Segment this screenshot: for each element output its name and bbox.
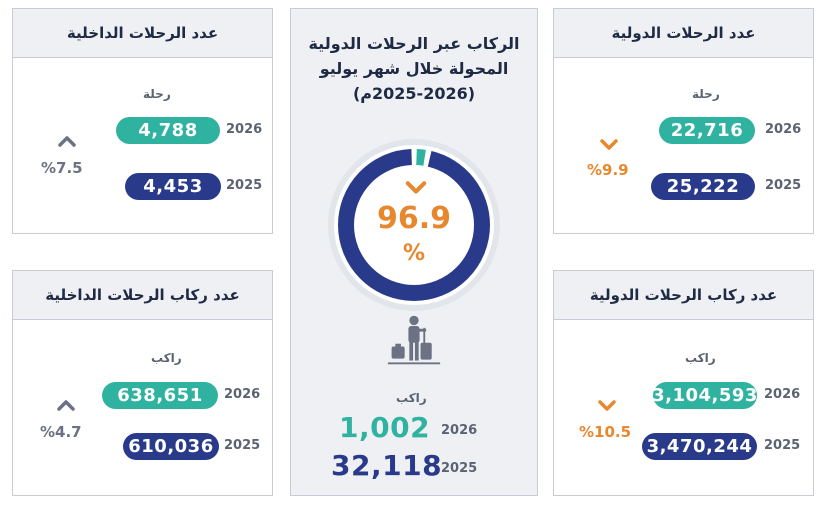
value-2025-pill: 610,036 [123,433,219,460]
chevron-up-icon [58,136,76,147]
card-title: عدد الرحلات الداخلية [13,9,272,58]
chevron-down-icon [598,400,616,411]
center-panel-transferred-passengers: الركاب عبر الرحلات الدولية المحولة خلال … [290,8,538,496]
change-percent: %10.5 [579,423,632,441]
card-title: عدد ركاب الرحلات الدولية [554,271,813,320]
change-percent: %7.5 [41,159,83,177]
center-title-line1: الركاب عبر الرحلات الدولية [308,34,520,53]
year-2025-label: 2025 [224,438,261,453]
card-title: عدد ركاب الرحلات الداخلية [13,271,272,320]
value-2026-pill: 4,788 [116,117,220,144]
change-percent: %9.9 [587,161,629,179]
chevron-up-icon [57,400,75,411]
year-2025-label: 2025 [765,178,802,193]
chevron-down-icon [600,139,618,150]
unit-label: رحلة [692,87,720,101]
unit-label: راكب [685,351,716,365]
donut-background [334,145,494,305]
year-2026-label: 2026 [224,387,261,402]
center-title-line3: (2025-2026م) [352,84,476,103]
center-title-line2: المحولة خلال شهر يوليو [319,59,509,78]
value-2025-pill: 3,470,244 [642,433,757,460]
unit-label: راكب [151,351,182,365]
donut-chart [326,137,502,313]
donut-svg [328,139,500,311]
chevron-down-icon [405,181,427,194]
card-title: عدد الرحلات الدولية [554,9,813,58]
value-2025: 32,118 [331,449,443,482]
traveler-with-luggage-icon [387,315,441,365]
card-domestic-passengers: عدد ركاب الرحلات الداخلية راكب 638,651 2… [12,270,273,496]
value-2026-pill: 638,651 [102,382,218,409]
card-international-passengers: عدد ركاب الرحلات الدولية راكب 3,104,593 … [553,270,814,496]
value-2026-pill: 22,716 [659,117,755,144]
donut-percent-value: 96.9 [376,201,452,236]
value-2025-pill: 4,453 [125,173,221,200]
year-2026-label: 2026 [764,387,801,402]
card-domestic-flights: عدد الرحلات الداخلية رحلة 4,788 2026 4,4… [12,8,273,234]
value-2026-pill: 3,104,593 [652,382,757,409]
value-2025-pill: 25,222 [651,173,755,200]
year-2026-label: 2026 [765,122,802,137]
year-2025-label: 2025 [441,461,478,476]
unit-label: راكب [396,391,427,405]
year-2025-label: 2025 [764,438,801,453]
year-2026-label: 2026 [226,122,263,137]
center-title: الركاب عبر الرحلات الدولية المحولة خلال … [291,31,537,106]
change-percent: %4.7 [40,423,82,441]
card-international-flights: عدد الرحلات الدولية رحلة 22,716 2026 25,… [553,8,814,234]
year-2026-label: 2026 [441,423,478,438]
donut-percent-sign: % [402,241,426,266]
donut-segment-decline [338,149,490,301]
unit-label: رحلة [143,87,171,101]
year-2025-label: 2025 [226,178,263,193]
value-2026: 1,002 [339,411,431,444]
